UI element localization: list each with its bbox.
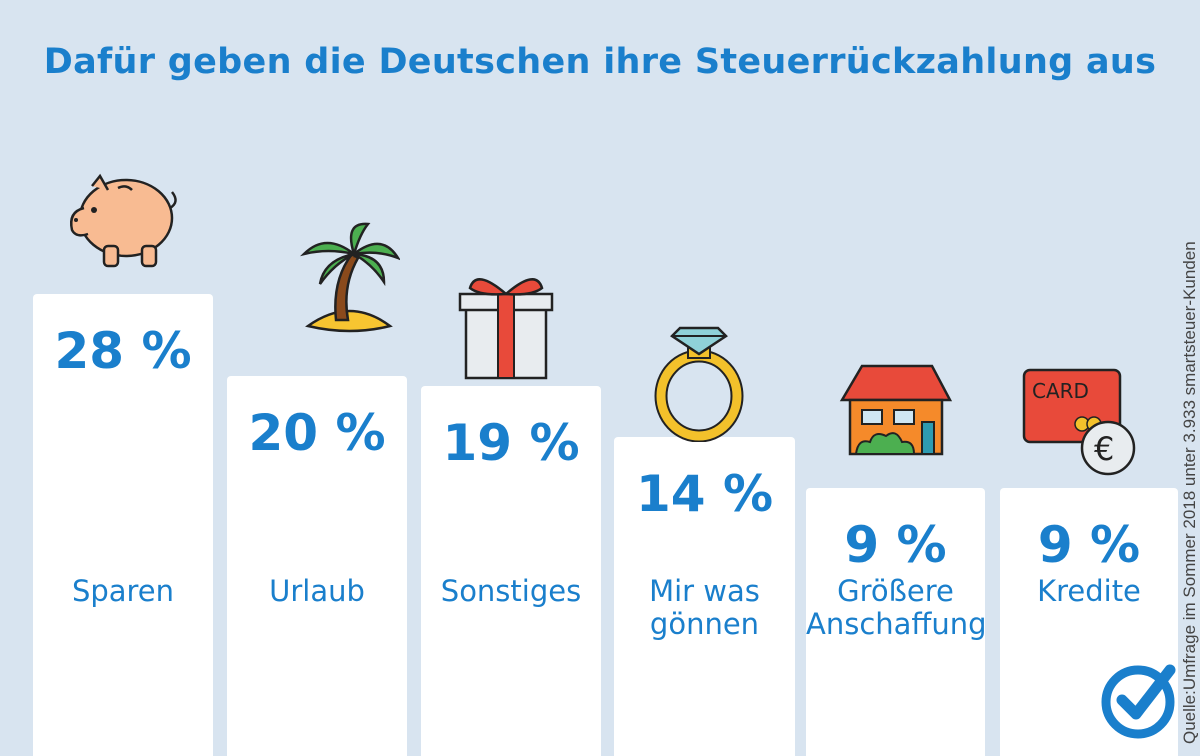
palm-island-icon — [300, 222, 400, 333]
category-label: Kredite — [1037, 574, 1141, 608]
svg-text:CARD: CARD — [1032, 379, 1089, 403]
value-label: 14 % — [635, 464, 774, 523]
chart-title: Dafür geben die Deutschen ihre Steuerrüc… — [43, 42, 1157, 82]
piggy-bank-icon — [70, 173, 177, 268]
bar-3: 19 % Sonstiges — [421, 385, 601, 756]
bar-6: 9 % Kredite — [1000, 488, 1178, 756]
ring-icon — [654, 326, 744, 442]
value-label: 19 % — [442, 413, 580, 472]
bar-5: 9 % Größere Anschaffung — [806, 488, 987, 756]
category-label: Sparen — [71, 574, 175, 608]
house-icon — [839, 364, 953, 456]
gift-icon — [458, 278, 554, 380]
category-label: Urlaub — [269, 573, 365, 608]
checkmark-logo-icon — [1101, 664, 1176, 739]
category-label: Mir was gönnen — [649, 573, 760, 641]
source-note: Quelle:Umfrage im Sommer 2018 unter 3.93… — [1180, 241, 1199, 744]
value-label: 28 % — [54, 322, 192, 380]
bar-4: 14 % Mir was gönnen — [614, 436, 795, 756]
value-label: 9 % — [1037, 516, 1141, 574]
value-label: 9 % — [844, 516, 947, 574]
credit-card-icon: CARD € — [1022, 368, 1136, 476]
category-label: Größere Anschaffung — [806, 574, 987, 641]
bar-2: 20 % Urlaub — [227, 375, 407, 756]
bar-1: 28 % Sparen — [33, 294, 213, 756]
svg-text:€: € — [1094, 430, 1114, 468]
category-label: Sonstiges — [440, 573, 582, 608]
value-label: 20 % — [248, 403, 386, 462]
